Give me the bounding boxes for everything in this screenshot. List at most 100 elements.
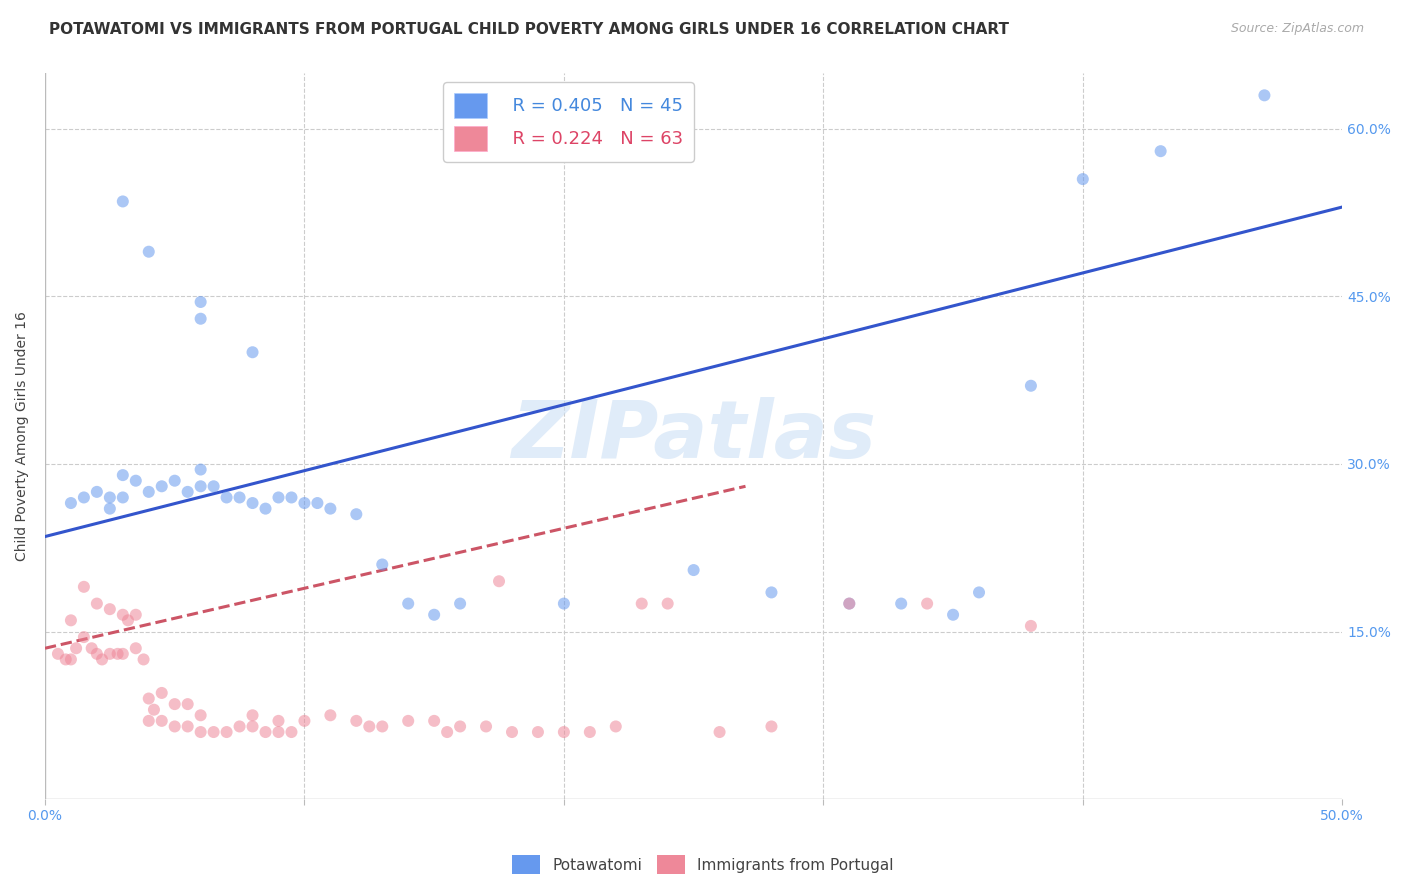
Point: [59, 613, 82, 627]
Point: [267, 725, 290, 739]
Point: [682, 563, 704, 577]
Point: [242, 496, 264, 510]
Point: [319, 708, 342, 723]
Point: [267, 714, 290, 728]
Point: [553, 597, 575, 611]
Point: [73, 630, 96, 644]
Point: [396, 597, 419, 611]
Point: [605, 719, 627, 733]
Point: [163, 474, 186, 488]
Point: [117, 613, 139, 627]
Point: [228, 719, 250, 733]
Point: [202, 725, 225, 739]
Point: [138, 484, 160, 499]
Point: [709, 725, 731, 739]
Point: [150, 479, 173, 493]
Point: [267, 491, 290, 505]
Point: [242, 708, 264, 723]
Point: [73, 580, 96, 594]
Point: [142, 703, 165, 717]
Point: [344, 714, 367, 728]
Point: [449, 597, 471, 611]
Point: [527, 725, 550, 739]
Text: POTAWATOMI VS IMMIGRANTS FROM PORTUGAL CHILD POVERTY AMONG GIRLS UNDER 16 CORREL: POTAWATOMI VS IMMIGRANTS FROM PORTUGAL C…: [49, 22, 1010, 37]
Point: [254, 501, 277, 516]
Point: [1149, 144, 1171, 158]
Point: [111, 194, 134, 209]
Point: [125, 607, 148, 622]
Point: [915, 597, 938, 611]
Point: [176, 719, 198, 733]
Point: [59, 496, 82, 510]
Point: [215, 725, 238, 739]
Point: [371, 558, 394, 572]
Point: [294, 496, 316, 510]
Point: [176, 697, 198, 711]
Point: [190, 295, 212, 310]
Point: [501, 725, 523, 739]
Point: [163, 697, 186, 711]
Point: [280, 725, 302, 739]
Legend: Potawatomi, Immigrants from Portugal: Potawatomi, Immigrants from Portugal: [506, 849, 900, 880]
Point: [111, 647, 134, 661]
Point: [890, 597, 912, 611]
Point: [98, 491, 121, 505]
Point: [1253, 88, 1275, 103]
Point: [86, 484, 108, 499]
Point: [436, 725, 458, 739]
Point: [254, 725, 277, 739]
Point: [761, 585, 783, 599]
Point: [1019, 619, 1042, 633]
Point: [55, 652, 77, 666]
Point: [65, 641, 87, 656]
Point: [98, 602, 121, 616]
Point: [307, 496, 329, 510]
Point: [107, 647, 129, 661]
Point: [86, 647, 108, 661]
Point: [125, 474, 148, 488]
Point: [242, 345, 264, 359]
Point: [967, 585, 990, 599]
Point: [423, 714, 446, 728]
Point: [46, 647, 69, 661]
Point: [242, 719, 264, 733]
Point: [138, 244, 160, 259]
Text: Source: ZipAtlas.com: Source: ZipAtlas.com: [1230, 22, 1364, 36]
Point: [111, 607, 134, 622]
Point: [190, 462, 212, 476]
Point: [942, 607, 965, 622]
Point: [190, 311, 212, 326]
Point: [163, 719, 186, 733]
Point: [488, 574, 510, 589]
Point: [86, 597, 108, 611]
Point: [91, 652, 114, 666]
Point: [111, 491, 134, 505]
Point: [449, 719, 471, 733]
Point: [190, 708, 212, 723]
Point: [553, 725, 575, 739]
Point: [150, 714, 173, 728]
Point: [371, 719, 394, 733]
Point: [1019, 378, 1042, 392]
Point: [190, 479, 212, 493]
Point: [215, 491, 238, 505]
Point: [630, 597, 652, 611]
Legend:   R = 0.405   N = 45,   R = 0.224   N = 63: R = 0.405 N = 45, R = 0.224 N = 63: [443, 82, 695, 162]
Point: [657, 597, 679, 611]
Y-axis label: Child Poverty Among Girls Under 16: Child Poverty Among Girls Under 16: [15, 311, 30, 561]
Point: [319, 501, 342, 516]
Point: [98, 647, 121, 661]
Point: [202, 479, 225, 493]
Point: [125, 641, 148, 656]
Point: [176, 484, 198, 499]
Point: [111, 468, 134, 483]
Point: [1071, 172, 1094, 186]
Point: [150, 686, 173, 700]
Point: [838, 597, 860, 611]
Point: [73, 491, 96, 505]
Point: [838, 597, 860, 611]
Text: ZIPatlas: ZIPatlas: [512, 397, 876, 475]
Point: [761, 719, 783, 733]
Point: [280, 491, 302, 505]
Point: [396, 714, 419, 728]
